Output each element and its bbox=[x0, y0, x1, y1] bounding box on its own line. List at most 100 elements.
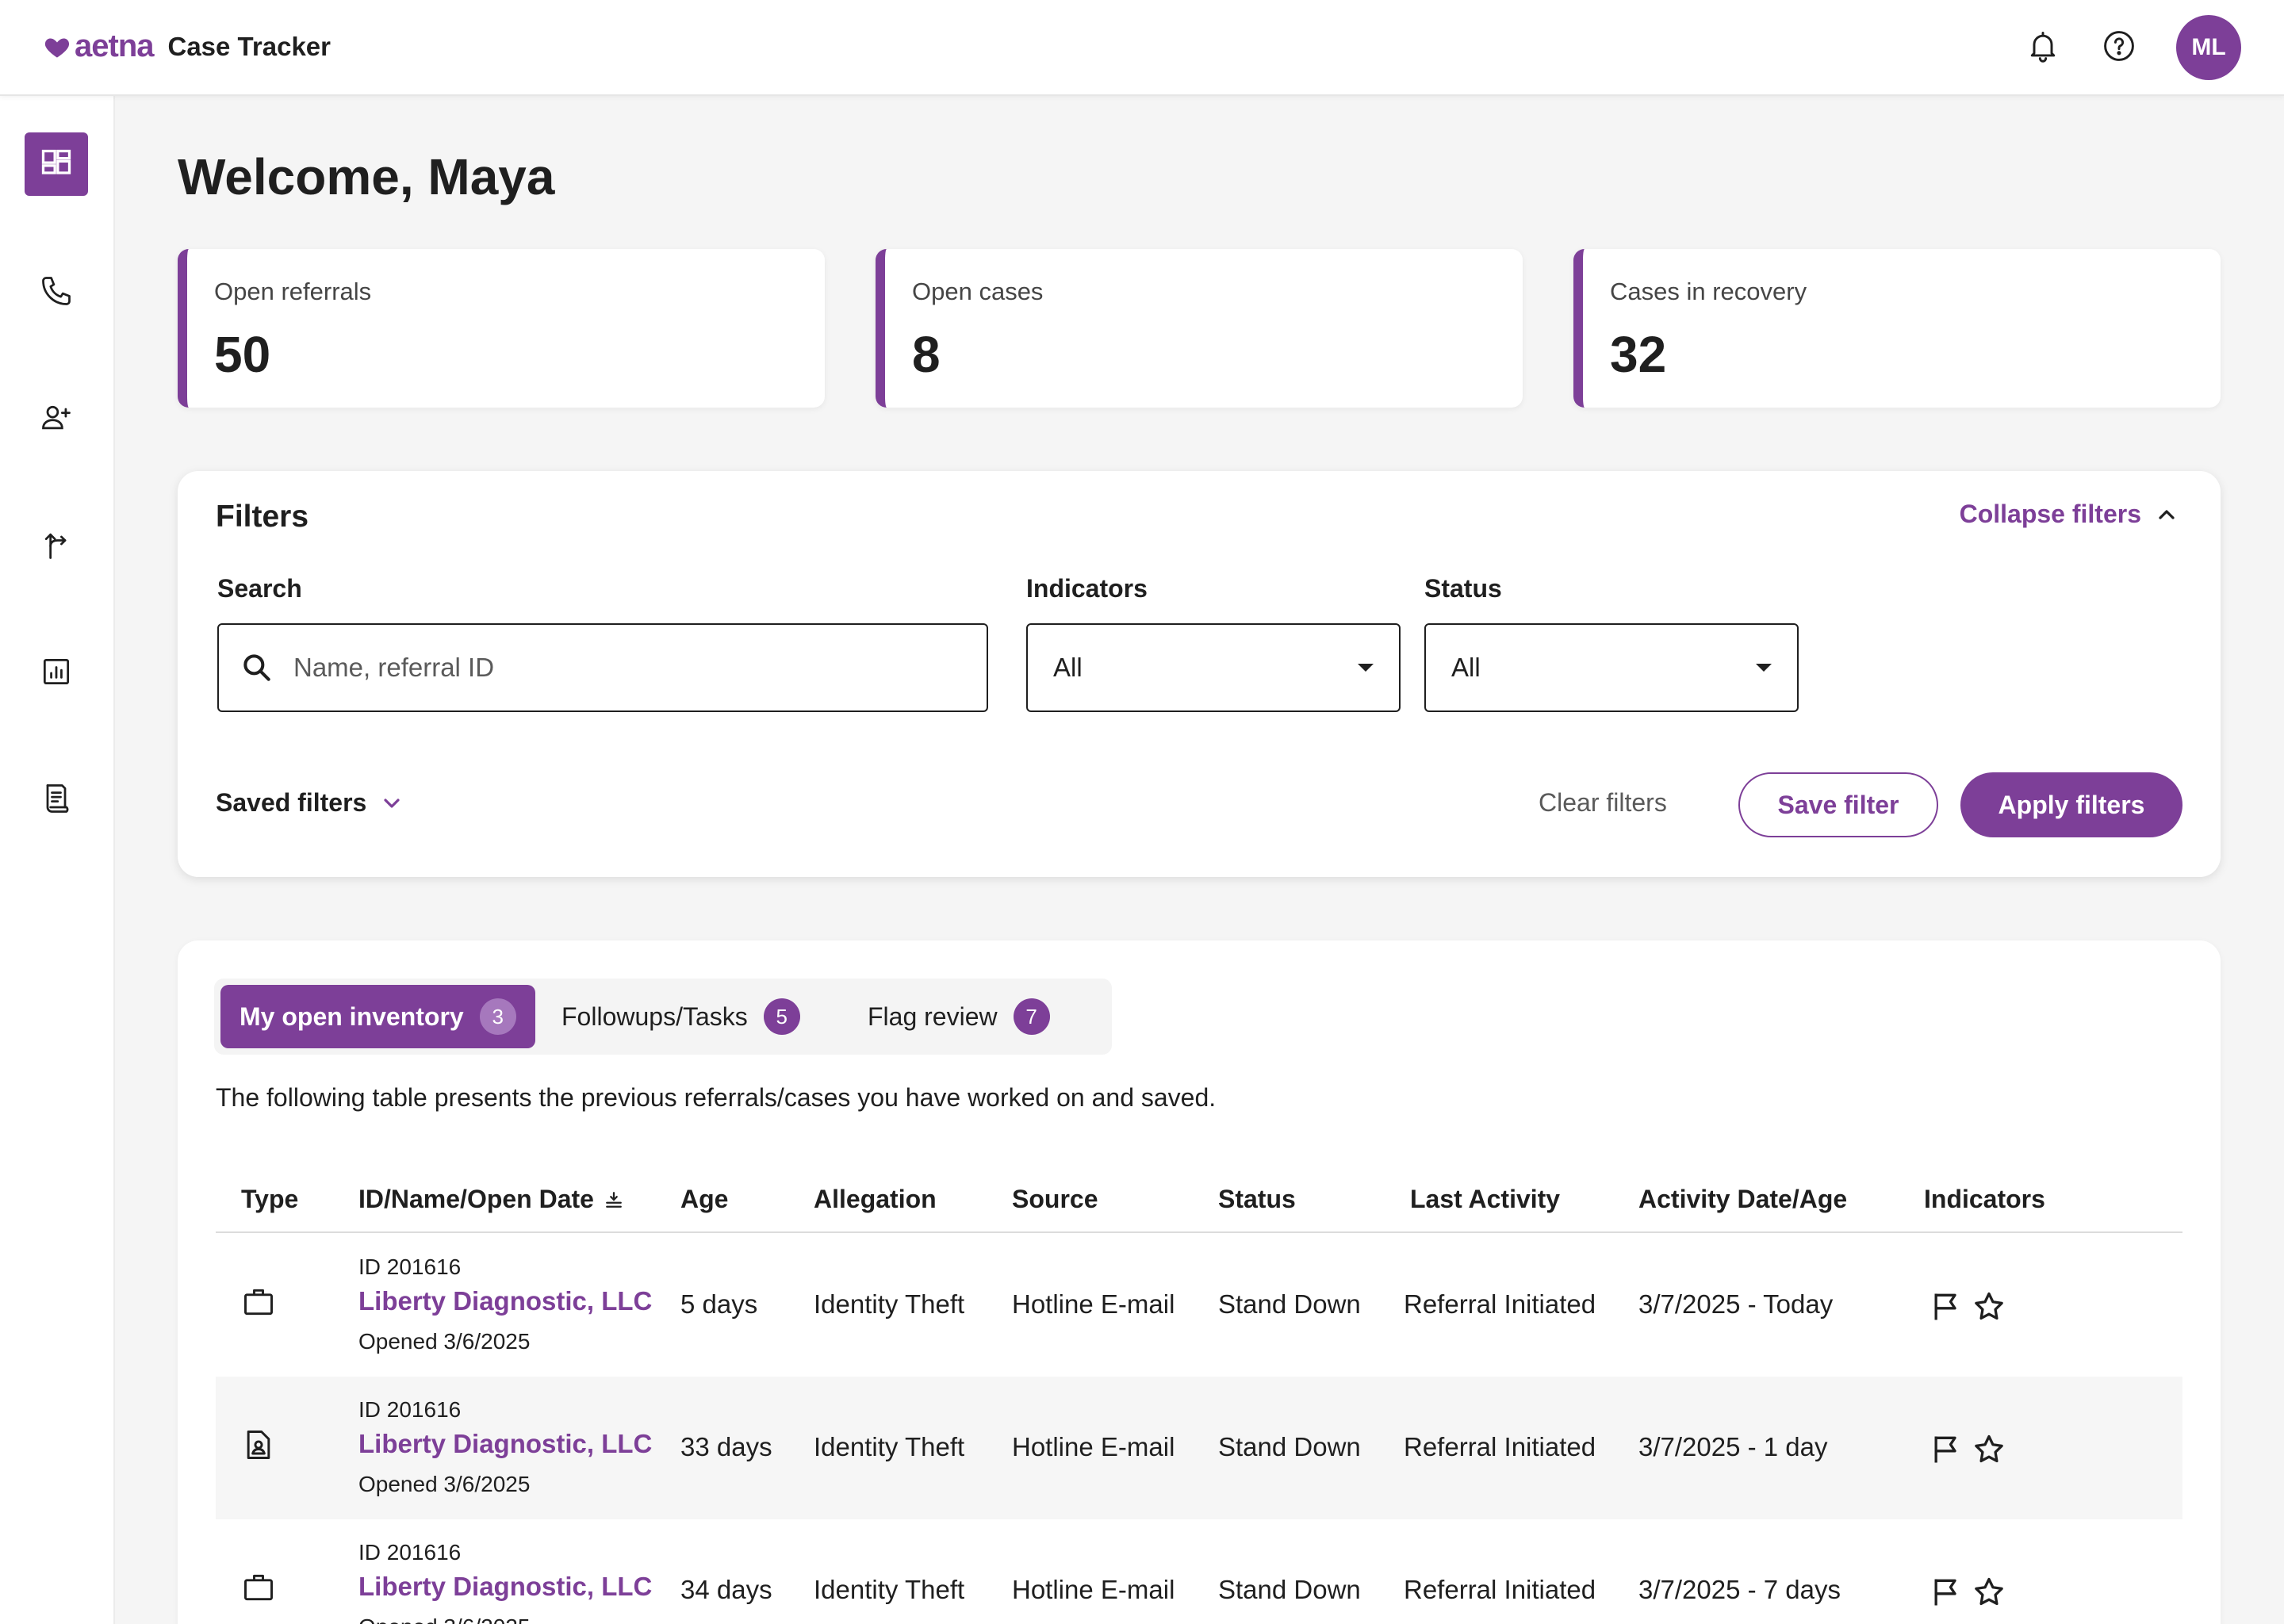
top-header: aetna Case Tracker ML bbox=[0, 0, 2284, 96]
page-title: Welcome, Maya bbox=[178, 148, 555, 205]
briefcase-icon bbox=[244, 1574, 273, 1601]
row-name-link[interactable]: Liberty Diagnostic, LLC bbox=[358, 1429, 653, 1458]
stat-value: 50 bbox=[214, 326, 271, 383]
saved-filters-label: Saved filters bbox=[216, 788, 367, 817]
clear-filters-button[interactable]: Clear filters bbox=[1539, 788, 1667, 817]
status-label: Status bbox=[1424, 574, 1502, 603]
row-opened-date: Opened 3/6/2025 bbox=[358, 1329, 531, 1354]
report-chart-icon bbox=[43, 658, 70, 685]
brand[interactable]: aetna Case Tracker bbox=[43, 29, 331, 64]
filters-title: Filters bbox=[216, 500, 309, 534]
count-badge: 3 bbox=[479, 998, 516, 1035]
row-allegation: Identity Theft bbox=[814, 1575, 965, 1604]
inventory-panel: My open inventory 3 Followups/Tasks 5 Fl… bbox=[178, 940, 2221, 1624]
caret-down-icon bbox=[1756, 664, 1772, 672]
row-activity-date: 3/7/2025 - Today bbox=[1638, 1289, 1834, 1319]
stat-card-cases-in-recovery: Cases in recovery 32 bbox=[1573, 249, 2221, 408]
status-select[interactable]: All bbox=[1424, 623, 1799, 712]
column-header-label: ID/Name/Open Date bbox=[358, 1185, 594, 1213]
chevron-down-icon bbox=[384, 798, 400, 808]
search-label: Search bbox=[217, 574, 302, 603]
sidebar-item-reports[interactable] bbox=[25, 640, 88, 703]
filters-panel: Filters Collapse filters Search Indicato… bbox=[178, 471, 2221, 877]
star-icon[interactable] bbox=[1972, 1432, 2006, 1467]
stat-value: 32 bbox=[1610, 326, 1667, 383]
collapse-filters-label: Collapse filters bbox=[1959, 500, 2141, 528]
row-last-activity: Referral Initiated bbox=[1404, 1575, 1596, 1604]
avatar[interactable]: ML bbox=[2176, 15, 2241, 80]
sidebar-item-routing[interactable] bbox=[25, 513, 88, 576]
apply-filters-button[interactable]: Apply filters bbox=[1960, 772, 2182, 837]
tab-bar: My open inventory 3 Followups/Tasks 5 Fl… bbox=[214, 979, 1112, 1055]
row-last-activity: Referral Initiated bbox=[1404, 1289, 1596, 1319]
row-status: Stand Down bbox=[1218, 1575, 1361, 1604]
tab-my-open-inventory[interactable]: My open inventory 3 bbox=[220, 985, 535, 1048]
indicators-select[interactable]: All bbox=[1026, 623, 1401, 712]
column-header-activity-date: Activity Date/Age bbox=[1638, 1185, 1848, 1213]
save-filter-button[interactable]: Save filter bbox=[1738, 772, 1938, 837]
tab-flag-review[interactable]: Flag review 7 bbox=[849, 985, 1069, 1048]
briefcase-icon bbox=[244, 1289, 273, 1316]
table-row: ID 201616 Liberty Diagnostic, LLC Opened… bbox=[216, 1234, 2182, 1377]
star-icon[interactable] bbox=[1972, 1575, 2006, 1610]
column-header-id-name-date[interactable]: ID/Name/Open Date bbox=[358, 1185, 626, 1214]
more-options-icon[interactable] bbox=[2206, 1429, 2221, 1464]
help-icon[interactable] bbox=[2102, 29, 2136, 63]
saved-filters-toggle[interactable]: Saved filters bbox=[216, 788, 404, 818]
header-divider bbox=[216, 1231, 2182, 1233]
stat-value: 8 bbox=[912, 326, 941, 383]
stat-card-open-cases: Open cases 8 bbox=[876, 249, 1523, 408]
row-source: Hotline E-mail bbox=[1012, 1575, 1175, 1604]
more-options-icon[interactable] bbox=[2206, 1286, 2221, 1321]
row-source: Hotline E-mail bbox=[1012, 1289, 1175, 1319]
search-input[interactable] bbox=[293, 653, 968, 683]
row-opened-date: Opened 3/6/2025 bbox=[358, 1614, 530, 1624]
row-allegation: Identity Theft bbox=[814, 1289, 965, 1319]
indicators-label: Indicators bbox=[1026, 574, 1148, 603]
type-cell bbox=[241, 1285, 276, 1320]
tab-label: Flag review bbox=[868, 1002, 998, 1031]
indicators-select-value: All bbox=[1053, 653, 1083, 682]
stat-label: Open referrals bbox=[214, 278, 372, 305]
sidebar-item-documents[interactable] bbox=[25, 767, 88, 830]
row-last-activity: Referral Initiated bbox=[1404, 1432, 1596, 1461]
column-header-type: Type bbox=[241, 1185, 299, 1213]
tab-label: My open inventory bbox=[240, 1002, 464, 1031]
sidebar-item-dashboard[interactable] bbox=[25, 132, 88, 196]
document-icon bbox=[46, 784, 69, 813]
row-allegation: Identity Theft bbox=[814, 1432, 965, 1461]
heart-logo-icon bbox=[44, 38, 70, 57]
count-badge: 7 bbox=[1013, 998, 1050, 1035]
app-name: Case Tracker bbox=[167, 31, 331, 61]
column-header-source: Source bbox=[1012, 1185, 1098, 1213]
chevron-up-icon bbox=[2159, 509, 2175, 519]
sidebar bbox=[0, 96, 115, 1624]
row-name-link[interactable]: Liberty Diagnostic, LLC bbox=[358, 1286, 653, 1316]
flag-icon[interactable] bbox=[1929, 1289, 1964, 1324]
row-id: ID 201616 bbox=[358, 1397, 462, 1422]
more-options-icon[interactable] bbox=[2206, 1572, 2221, 1607]
table-row: ID 201616 Liberty Diagnostic, LLC Opened… bbox=[216, 1519, 2182, 1624]
flag-icon[interactable] bbox=[1929, 1575, 1964, 1610]
add-user-icon bbox=[42, 405, 71, 430]
search-field[interactable] bbox=[217, 623, 988, 712]
row-id: ID 201616 bbox=[358, 1540, 462, 1565]
sidebar-item-calls[interactable] bbox=[25, 259, 88, 323]
row-activity-date: 3/7/2025 - 7 days bbox=[1638, 1575, 1841, 1604]
collapse-filters-button[interactable]: Collapse filters bbox=[1960, 500, 2179, 529]
stat-card-open-referrals: Open referrals 50 bbox=[178, 249, 825, 408]
bell-icon[interactable] bbox=[2025, 29, 2060, 63]
sort-icon bbox=[606, 1191, 622, 1208]
column-header-allegation: Allegation bbox=[814, 1185, 937, 1213]
count-badge: 5 bbox=[763, 998, 800, 1035]
table-description: The following table presents the previou… bbox=[216, 1083, 1217, 1112]
column-header-age: Age bbox=[680, 1185, 729, 1213]
row-name-link[interactable]: Liberty Diagnostic, LLC bbox=[358, 1572, 653, 1601]
tab-followups-tasks[interactable]: Followups/Tasks 5 bbox=[542, 985, 819, 1048]
row-age: 33 days bbox=[680, 1432, 772, 1461]
caret-down-icon bbox=[1358, 664, 1374, 672]
star-icon[interactable] bbox=[1972, 1289, 2006, 1324]
flag-icon[interactable] bbox=[1929, 1432, 1964, 1467]
dashboard-icon bbox=[41, 149, 71, 174]
sidebar-item-add-user[interactable] bbox=[25, 386, 88, 450]
